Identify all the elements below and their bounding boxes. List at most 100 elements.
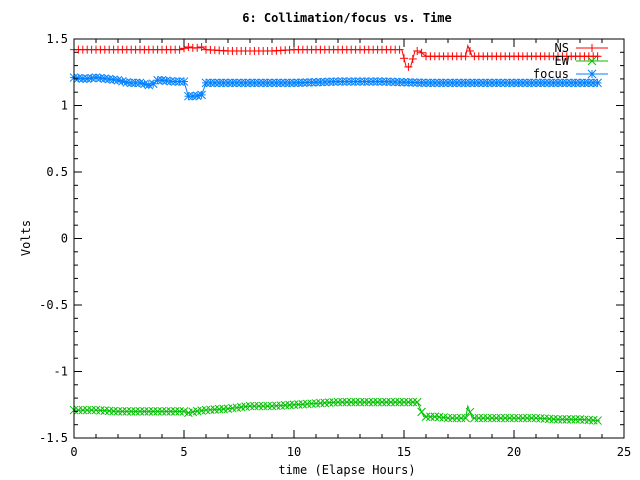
data-point-stroke (201, 78, 211, 88)
data-point-stroke (430, 412, 440, 422)
data-point-stroke (377, 397, 387, 407)
axis-layer: 0 5 10 15 20 25 -1.5 -1 -0.5 0 0.5 1 1.5 (39, 32, 631, 459)
legend-marker-focus (587, 69, 597, 79)
data-point-stroke (461, 78, 470, 88)
legend-marker-ns (588, 44, 596, 52)
data-point-stroke (483, 78, 492, 88)
series-ew (69, 397, 602, 425)
data-point-stroke (373, 397, 382, 407)
data-point-stroke (316, 77, 325, 87)
data-point-stroke (408, 78, 418, 87)
data-point-stroke (553, 78, 563, 88)
data-point-stroke (104, 406, 114, 416)
data-point-stroke (487, 78, 497, 88)
data-point-stroke (544, 78, 554, 88)
data-point-stroke (408, 397, 418, 407)
data-point-stroke (505, 413, 514, 423)
data-point-stroke (386, 77, 396, 87)
data-point-stroke (522, 78, 532, 88)
data-point-stroke (223, 78, 233, 88)
data-point-stroke (421, 412, 431, 422)
data-point-stroke (91, 405, 101, 415)
data-point-stroke (536, 78, 545, 88)
data-point-stroke (443, 413, 453, 423)
data-point-stroke (558, 78, 567, 88)
data-point-stroke (254, 78, 264, 88)
data-point-stroke (527, 78, 536, 88)
data-point-stroke (338, 397, 347, 407)
data-point-stroke (514, 78, 523, 88)
data-point-stroke (593, 78, 602, 88)
data-point-stroke (346, 77, 356, 86)
data-point-stroke (368, 397, 378, 407)
data-point-stroke (122, 407, 132, 416)
data-point-stroke (263, 78, 272, 88)
data-point-stroke (562, 415, 572, 424)
data-point-stroke (307, 78, 316, 87)
data-point-stroke (584, 415, 594, 425)
data-point-stroke (509, 78, 519, 88)
data-point-stroke (267, 78, 277, 88)
data-point-stroke (452, 78, 462, 88)
series-markers (69, 73, 602, 101)
data-point-stroke (474, 413, 484, 423)
data-point-stroke (549, 414, 558, 424)
data-point-stroke (346, 397, 356, 407)
data-point-stroke (421, 78, 431, 88)
y-tick-label: 0 (61, 232, 68, 246)
data-point-stroke (285, 78, 294, 88)
data-point-stroke (254, 401, 264, 411)
data-point-stroke (364, 77, 374, 86)
data-point-stroke (531, 413, 541, 423)
series-markers (70, 42, 602, 71)
data-point-stroke (109, 75, 118, 85)
x-tick-label: 10 (287, 445, 301, 459)
data-point-stroke (492, 78, 501, 88)
data-point-stroke (399, 397, 409, 407)
data-point-stroke (465, 78, 475, 88)
data-point-stroke (324, 77, 334, 87)
data-point-stroke (368, 77, 378, 86)
data-point-stroke (483, 413, 492, 423)
data-point-stroke (395, 397, 404, 407)
data-point-stroke (78, 405, 88, 415)
legend-marker-ew (587, 56, 597, 66)
data-point-stroke (558, 415, 567, 424)
data-point-stroke (170, 407, 180, 416)
data-point-stroke (518, 78, 528, 88)
data-point-stroke (258, 78, 268, 88)
data-point-stroke (333, 77, 343, 86)
data-point-stroke (518, 413, 528, 423)
data-point-stroke (553, 415, 563, 424)
data-point-stroke (91, 73, 101, 82)
data-point-stroke (241, 78, 250, 88)
data-point-stroke (522, 413, 532, 423)
y-tick-label: -1.5 (39, 431, 68, 445)
legend-label-ns: NS (555, 41, 569, 55)
data-point-stroke (272, 78, 281, 88)
data-point-stroke (382, 77, 391, 87)
data-point-stroke (434, 412, 444, 422)
data-point-stroke (113, 75, 123, 85)
data-point-stroke (166, 407, 176, 416)
data-point-stroke (395, 77, 404, 87)
data-point-stroke (448, 78, 457, 88)
data-point-stroke (571, 415, 580, 424)
data-point-stroke (302, 78, 312, 87)
data-point-stroke (456, 413, 466, 423)
data-point-stroke (404, 78, 413, 87)
data-point-stroke (126, 407, 136, 416)
data-point-stroke (179, 77, 189, 86)
data-point-stroke (104, 74, 114, 84)
data-point-stroke (140, 79, 149, 89)
data-point-stroke (412, 78, 422, 87)
data-point-stroke (179, 407, 189, 416)
data-point-stroke (351, 77, 360, 86)
data-point-stroke (219, 78, 228, 88)
y-tick-label: 1.5 (46, 32, 68, 46)
data-point-stroke (500, 78, 510, 88)
data-point-stroke (549, 78, 558, 88)
data-point-stroke (74, 73, 83, 83)
data-point-stroke (505, 78, 514, 88)
